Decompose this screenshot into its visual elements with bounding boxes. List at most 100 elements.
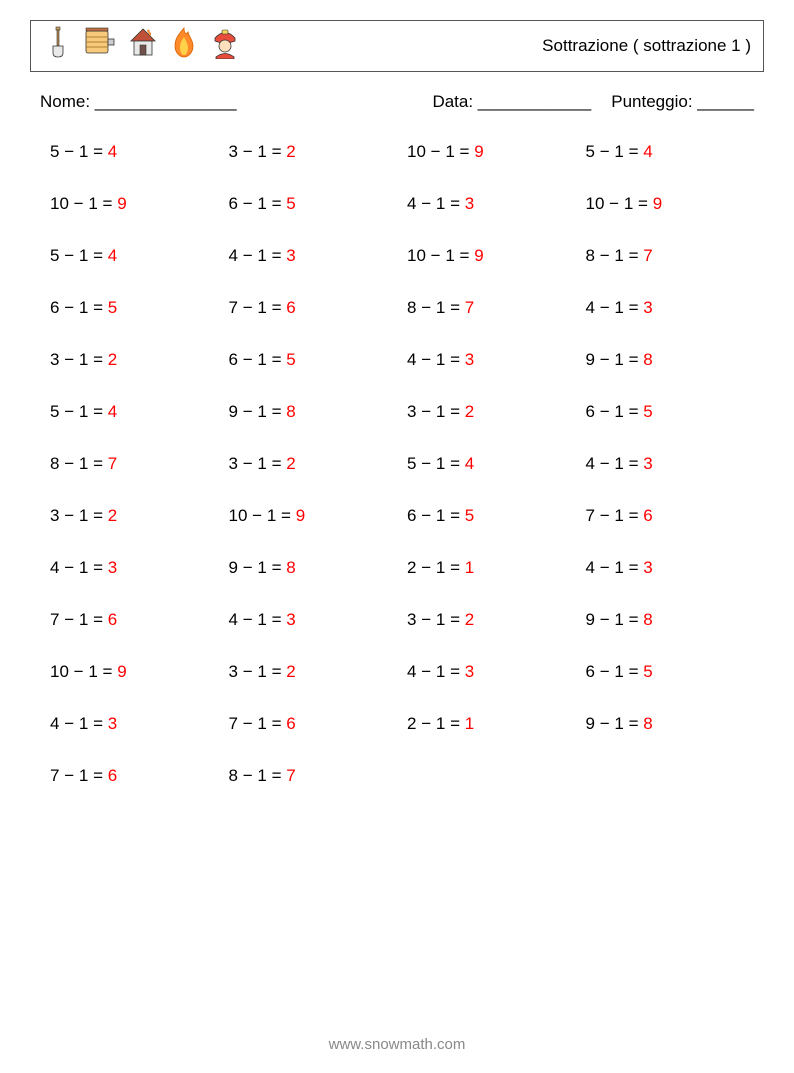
operand-a: 4 [407, 350, 416, 369]
subtraction-problem: 3 − 1 = 2 [229, 662, 398, 682]
operand-b: 1 [79, 610, 88, 629]
answer: 4 [108, 402, 117, 421]
answer: 3 [286, 246, 295, 265]
answer: 2 [286, 662, 295, 681]
equals-sign: = [460, 142, 470, 161]
operand-b: 1 [257, 766, 266, 785]
equals-sign: = [450, 194, 460, 213]
equals-sign: = [629, 506, 639, 525]
answer: 5 [465, 506, 474, 525]
equals-sign: = [450, 610, 460, 629]
subtraction-problem: 6 − 1 = 5 [407, 506, 576, 526]
operand-b: 1 [445, 246, 454, 265]
equals-sign: = [93, 142, 103, 161]
subtraction-problem: 8 − 1 = 7 [586, 246, 755, 266]
operand-b: 1 [257, 142, 266, 161]
operand-b: 1 [436, 454, 445, 473]
operand-b: 1 [614, 662, 623, 681]
equals-sign: = [450, 454, 460, 473]
operand-a: 3 [229, 454, 238, 473]
operand-a: 8 [50, 454, 59, 473]
operand-a: 7 [229, 714, 238, 733]
minus-sign: − [243, 610, 253, 629]
operand-a: 7 [229, 298, 238, 317]
info-row: Nome: _______________ Data: ____________… [40, 92, 754, 112]
operand-a: 5 [50, 402, 59, 421]
minus-sign: − [600, 350, 610, 369]
equals-sign: = [272, 298, 282, 317]
minus-sign: − [243, 350, 253, 369]
minus-sign: − [421, 662, 431, 681]
equals-sign: = [450, 506, 460, 525]
operand-a: 4 [229, 610, 238, 629]
minus-sign: − [64, 246, 74, 265]
minus-sign: − [600, 558, 610, 577]
operand-a: 7 [586, 506, 595, 525]
operand-b: 1 [257, 662, 266, 681]
operand-b: 1 [257, 246, 266, 265]
operand-a: 9 [586, 610, 595, 629]
operand-b: 1 [614, 506, 623, 525]
operand-b: 1 [257, 714, 266, 733]
operand-b: 1 [88, 662, 97, 681]
operand-b: 1 [257, 194, 266, 213]
operand-a: 2 [407, 558, 416, 577]
minus-sign: − [421, 454, 431, 473]
operand-a: 3 [407, 402, 416, 421]
answer: 3 [643, 454, 652, 473]
operand-b: 1 [614, 142, 623, 161]
operand-a: 4 [407, 662, 416, 681]
equals-sign: = [272, 402, 282, 421]
operand-b: 1 [79, 402, 88, 421]
answer: 8 [286, 558, 295, 577]
operand-b: 1 [436, 558, 445, 577]
subtraction-problem: 9 − 1 = 8 [586, 350, 755, 370]
equals-sign: = [629, 246, 639, 265]
equals-sign: = [450, 558, 460, 577]
answer: 9 [653, 194, 662, 213]
answer: 5 [643, 402, 652, 421]
equals-sign: = [460, 246, 470, 265]
minus-sign: − [64, 454, 74, 473]
answer: 4 [108, 246, 117, 265]
minus-sign: − [64, 350, 74, 369]
minus-sign: − [421, 298, 431, 317]
answer: 3 [643, 558, 652, 577]
subtraction-problem: 4 − 1 = 3 [407, 350, 576, 370]
subtraction-problem: 6 − 1 = 5 [50, 298, 219, 318]
house-fire-icon [127, 25, 159, 67]
operand-b: 1 [624, 194, 633, 213]
minus-sign: − [600, 454, 610, 473]
subtraction-problem: 6 − 1 = 5 [586, 662, 755, 682]
minus-sign: − [600, 714, 610, 733]
header-box: Sottrazione ( sottrazione 1 ) [30, 20, 764, 72]
minus-sign: − [243, 714, 253, 733]
operand-a: 3 [50, 506, 59, 525]
subtraction-problem: 4 − 1 = 3 [229, 610, 398, 630]
operand-a: 10 [229, 506, 248, 525]
subtraction-problem: 4 − 1 = 3 [586, 558, 755, 578]
minus-sign: − [243, 766, 253, 785]
equals-sign: = [272, 610, 282, 629]
minus-sign: − [74, 194, 84, 213]
subtraction-problem: 7 − 1 = 6 [50, 610, 219, 630]
answer: 2 [108, 350, 117, 369]
operand-a: 6 [229, 350, 238, 369]
minus-sign: − [64, 558, 74, 577]
operand-a: 5 [407, 454, 416, 473]
firefighter-icon [209, 25, 241, 67]
subtraction-problem: 5 − 1 = 4 [50, 402, 219, 422]
equals-sign: = [93, 246, 103, 265]
minus-sign: − [600, 246, 610, 265]
equals-sign: = [93, 454, 103, 473]
operand-a: 10 [586, 194, 605, 213]
minus-sign: − [64, 714, 74, 733]
worksheet-title: Sottrazione ( sottrazione 1 ) [542, 36, 751, 56]
operand-a: 2 [407, 714, 416, 733]
subtraction-problem: 8 − 1 = 7 [50, 454, 219, 474]
minus-sign: − [252, 506, 262, 525]
minus-sign: − [243, 662, 253, 681]
equals-sign: = [93, 402, 103, 421]
equals-sign: = [450, 350, 460, 369]
subtraction-problem: 10 − 1 = 9 [229, 506, 398, 526]
